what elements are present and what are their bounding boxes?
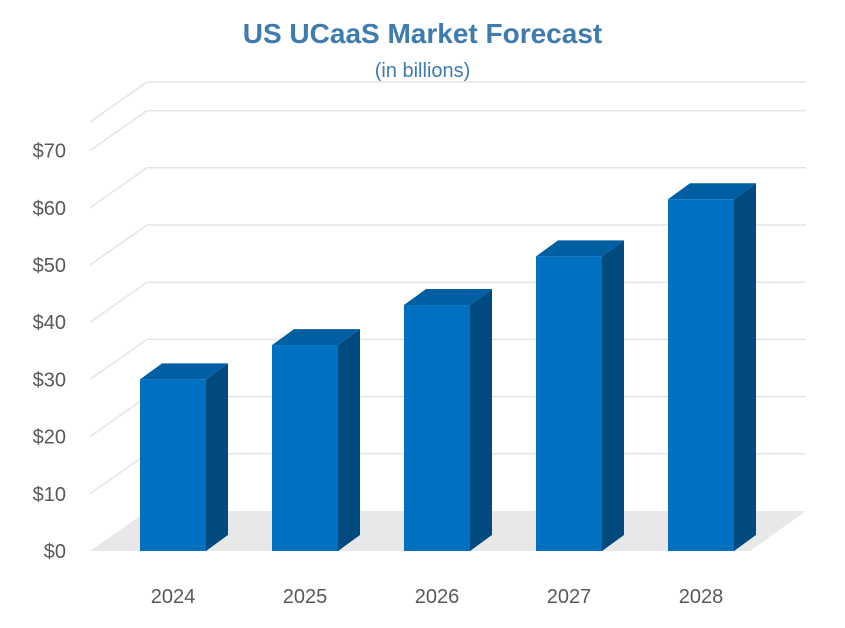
bar-top	[668, 183, 756, 200]
y-tick-label: $70	[33, 141, 66, 163]
y-tick-label: $10	[33, 484, 66, 506]
y-tick-label: $50	[33, 255, 66, 277]
bar-side	[602, 240, 624, 552]
chart-subtitle: (in billions)	[374, 60, 471, 82]
bar-top	[272, 329, 360, 346]
y-tick-label: $40	[33, 312, 66, 334]
bar-side	[470, 289, 492, 551]
y-tick-label: $30	[33, 369, 66, 391]
gridline-diagonal	[89, 224, 148, 266]
bar	[272, 329, 360, 551]
x-tick-label: 2026	[415, 586, 460, 608]
bar-side	[206, 363, 228, 551]
x-tick-label: 2025	[283, 586, 328, 608]
y-tick-label: $20	[33, 427, 66, 449]
gridline-diagonal	[89, 81, 148, 123]
gridline-diagonal	[89, 281, 148, 323]
bar-front	[668, 199, 734, 551]
bar	[140, 363, 228, 551]
x-tick-label: 2028	[679, 586, 724, 608]
gridline-diagonal	[89, 395, 148, 438]
chart-title: US UCaaS Market Forecast	[242, 18, 603, 49]
x-tick-label: 2024	[151, 586, 196, 608]
bar-top	[140, 363, 228, 380]
gridline-diagonal	[89, 338, 148, 381]
bar-top	[404, 289, 492, 306]
bar-front	[272, 345, 338, 551]
bar	[668, 183, 756, 551]
bar-front	[536, 256, 602, 551]
bar-top	[536, 240, 624, 257]
x-tick-label: 2027	[547, 586, 592, 608]
y-tick-label: $0	[44, 541, 66, 563]
y-tick-label: $60	[33, 198, 66, 220]
gridline-diagonal	[89, 453, 148, 495]
bar	[536, 240, 624, 552]
bar-front	[140, 379, 206, 551]
bar-side	[338, 329, 360, 551]
bar	[404, 289, 492, 551]
gridline-diagonal	[89, 167, 148, 209]
bar-front	[404, 305, 470, 551]
gridline-diagonal	[89, 109, 148, 152]
bar-side	[734, 183, 756, 551]
